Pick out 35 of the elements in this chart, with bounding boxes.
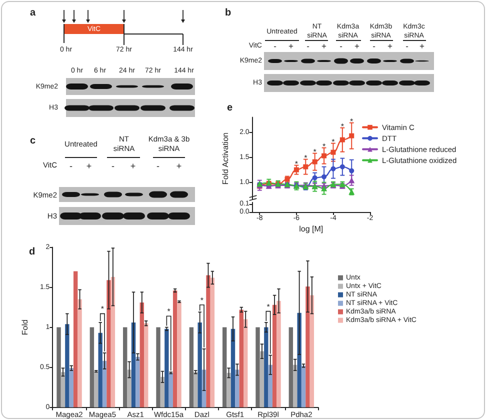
text: + (176, 161, 182, 171)
text: + (354, 41, 360, 51)
annotation: * (266, 302, 270, 312)
text: c (30, 136, 36, 146)
annotation: * (294, 159, 298, 168)
text: - (372, 41, 376, 51)
annotation: * (322, 142, 326, 151)
annotation: * (304, 153, 308, 162)
text: + (420, 41, 425, 51)
text: + (130, 161, 136, 171)
text: + (322, 41, 327, 51)
y-axis-title: Fold (20, 320, 30, 336)
text: - (112, 161, 114, 171)
text: - (156, 161, 160, 171)
x-axis-title: log [M] (299, 224, 324, 234)
annotation: * (332, 137, 335, 146)
text: a (30, 8, 36, 18)
text: + (288, 41, 294, 51)
y-axis-title: Fold Activation (220, 132, 230, 185)
text: + (388, 41, 393, 51)
annotation: * (100, 304, 104, 314)
text: - (274, 41, 277, 51)
text: - (70, 161, 72, 171)
annotation: * (313, 147, 316, 156)
text: - (306, 41, 310, 51)
annotation: * (167, 307, 170, 316)
text: b (225, 8, 232, 18)
text: + (86, 161, 92, 171)
annotation: * (350, 116, 354, 126)
text: - (340, 41, 343, 51)
chart-title: d (29, 246, 36, 258)
annotation: * (340, 122, 344, 131)
chart-title: e (227, 102, 233, 114)
annotation: * (200, 296, 204, 305)
text: - (406, 41, 409, 51)
